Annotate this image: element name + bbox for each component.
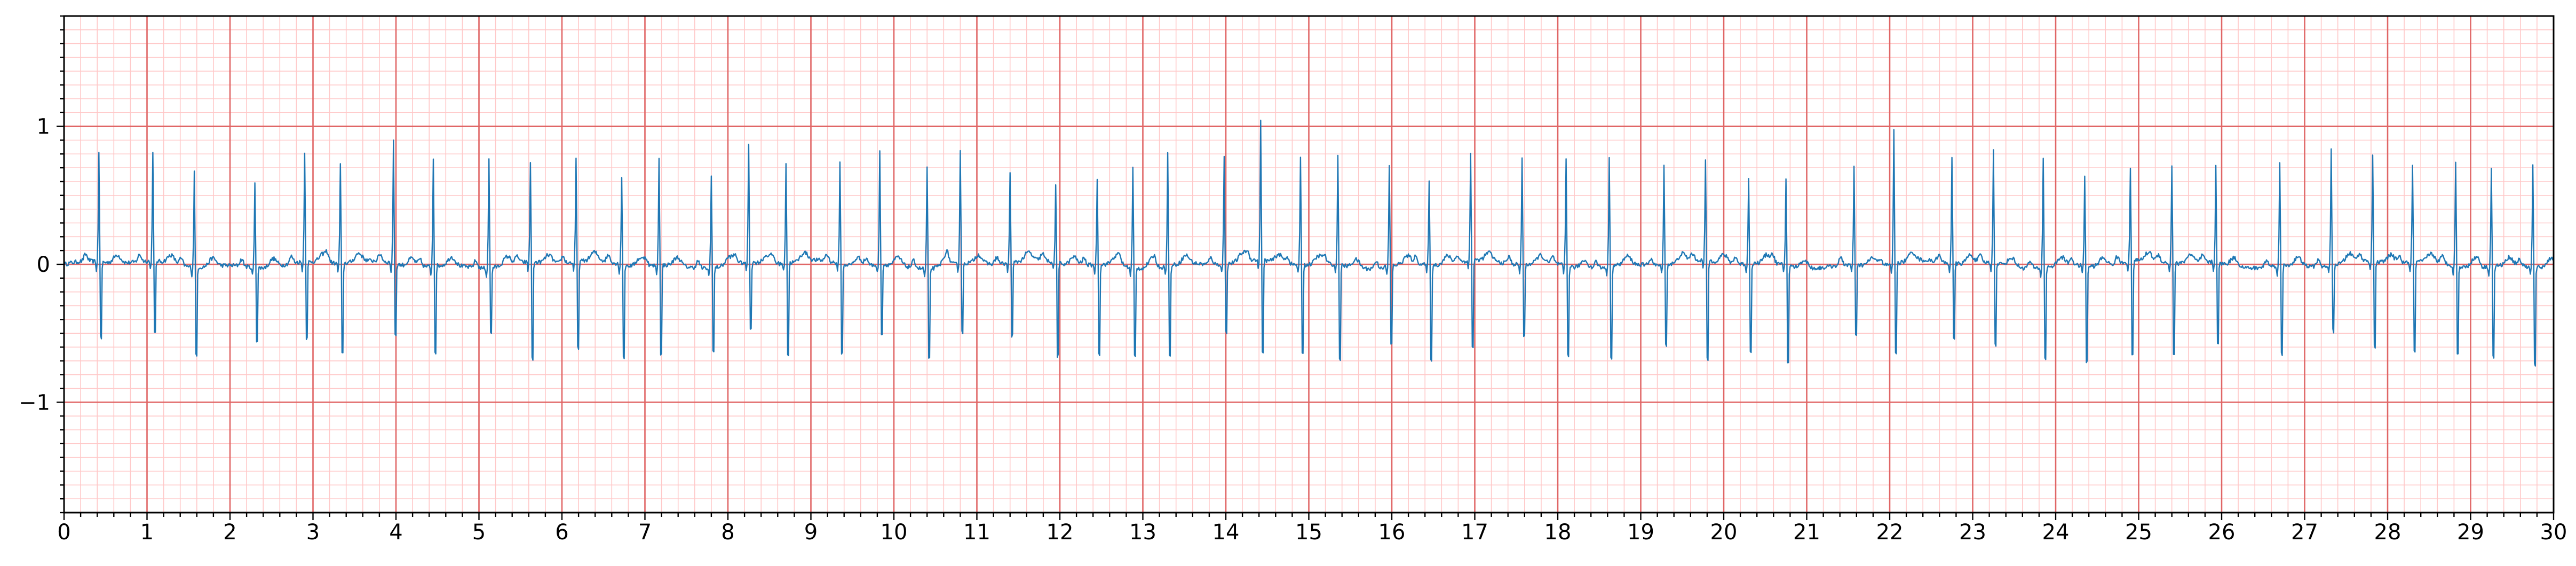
x-tick-label: 22 (1876, 520, 1904, 545)
y-tick-label: 1 (37, 115, 50, 139)
x-tick-label: 4 (389, 520, 402, 545)
x-tick-label: 29 (2457, 520, 2484, 545)
x-tick-label: 17 (1461, 520, 1488, 545)
x-tick-label: 14 (1212, 520, 1240, 545)
x-tick-label: 13 (1129, 520, 1156, 545)
x-tick-label: 10 (881, 520, 908, 545)
x-tick-label: 23 (1959, 520, 1986, 545)
x-tick-label: 25 (2125, 520, 2152, 545)
x-tick-label: 3 (306, 520, 320, 545)
x-tick-label: 16 (1378, 520, 1406, 545)
tick-layer: 0 1 2 3 4 5 6 7 8 9 10 11 12 13 14 15 16 17 18 19 20 21 22 23 24… (19, 15, 2567, 545)
ecg-series-line (63, 120, 2555, 367)
x-tick-label: 26 (2208, 520, 2236, 545)
x-tick-label: 2 (223, 520, 236, 545)
x-tick-label: 30 (2540, 520, 2567, 545)
y-tick-label: 0 (37, 253, 50, 277)
x-tick-label: 7 (638, 520, 652, 545)
x-tick-label: 9 (804, 520, 818, 545)
x-tick-label: 8 (721, 520, 734, 545)
series-layer (63, 120, 2555, 367)
x-tick-label: 21 (1793, 520, 1820, 545)
x-tick-label: 12 (1047, 520, 1074, 545)
x-tick-label: 15 (1295, 520, 1322, 545)
x-tick-label: 6 (555, 520, 568, 545)
x-tick-label: 27 (2291, 520, 2318, 545)
x-tick-label: 0 (57, 520, 70, 545)
x-tick-label: 5 (472, 520, 486, 545)
x-tick-label: 20 (1710, 520, 1738, 545)
x-tick-label: 18 (1544, 520, 1572, 545)
x-tick-label: 11 (963, 520, 990, 545)
x-tick-label: 19 (1627, 520, 1654, 545)
x-tick-label: 1 (140, 520, 154, 545)
y-tick-label: −1 (19, 390, 50, 415)
x-tick-label: 24 (2042, 520, 2070, 545)
x-tick-label: 28 (2374, 520, 2401, 545)
